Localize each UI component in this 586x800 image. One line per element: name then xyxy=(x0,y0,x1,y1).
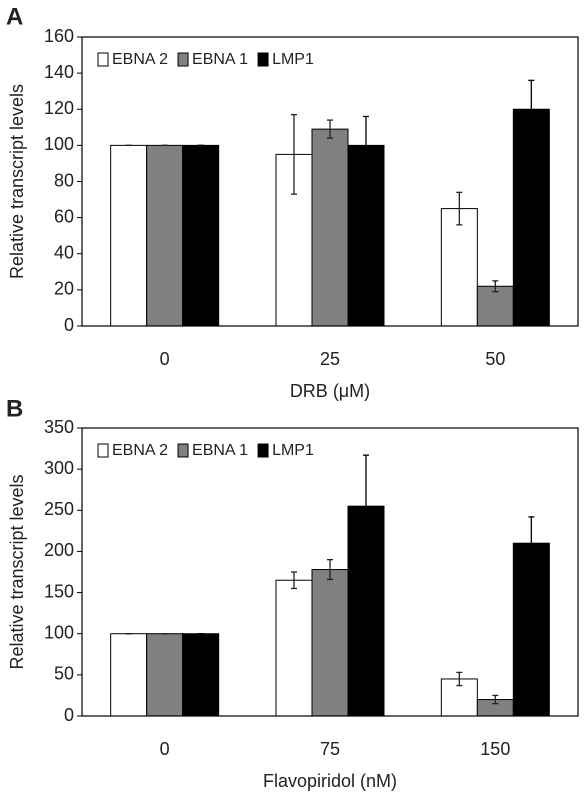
x-tick-label: 75 xyxy=(320,739,340,759)
bar xyxy=(182,633,220,717)
x-tick-label: 25 xyxy=(320,349,340,369)
plot-frame xyxy=(81,427,579,717)
y-axis-label: Relative transcript levels xyxy=(7,474,27,669)
bar xyxy=(440,208,478,327)
legend-label: LMP1 xyxy=(272,442,314,459)
legend-swatch xyxy=(257,443,269,458)
legend-swatch xyxy=(97,443,109,458)
y-tick-label: 150 xyxy=(44,581,74,601)
bar xyxy=(440,678,478,717)
x-tick-label: 150 xyxy=(480,739,510,759)
bar xyxy=(512,108,550,327)
bar xyxy=(275,579,313,717)
y-tick-label: 50 xyxy=(54,664,74,684)
y-tick-label: 250 xyxy=(44,499,74,519)
x-axis-label: Flavopiridol (nM) xyxy=(263,771,397,791)
bar xyxy=(311,128,349,327)
panel-label: A xyxy=(6,3,23,30)
legend-label: EBNA 2 xyxy=(112,442,168,459)
plot-frame xyxy=(81,36,579,327)
y-tick-label: 80 xyxy=(54,170,74,190)
y-tick-label: 350 xyxy=(44,417,74,437)
y-tick-label: 300 xyxy=(44,458,74,478)
y-tick-label: 100 xyxy=(44,134,74,154)
y-tick-label: 140 xyxy=(44,62,74,82)
error-bar xyxy=(327,119,333,139)
error-bar xyxy=(492,280,499,293)
legend-label: EBNA 2 xyxy=(112,51,168,68)
y-tick-label: 100 xyxy=(44,622,74,642)
y-tick-label: 60 xyxy=(54,206,74,226)
legend-swatch xyxy=(177,443,189,458)
legend-label: EBNA 1 xyxy=(192,442,248,459)
y-tick-label: 0 xyxy=(64,705,74,725)
error-bar xyxy=(363,115,369,175)
legend-label: EBNA 1 xyxy=(192,51,248,68)
error-bar xyxy=(492,694,499,705)
bar xyxy=(182,144,220,327)
x-tick-label: 0 xyxy=(160,349,170,369)
error-bar xyxy=(456,671,463,687)
y-tick-label: 0 xyxy=(64,315,74,335)
bar xyxy=(311,569,349,717)
y-tick-label: 160 xyxy=(44,26,74,46)
y-tick-label: 40 xyxy=(54,243,74,263)
y-tick-label: 20 xyxy=(54,279,74,299)
error-bar xyxy=(456,191,463,226)
legend-swatch xyxy=(177,52,189,67)
bar xyxy=(347,144,385,327)
error-bar xyxy=(291,114,297,195)
bar xyxy=(146,144,184,327)
bar xyxy=(110,144,148,327)
error-bar xyxy=(363,454,369,558)
x-tick-label: 50 xyxy=(485,349,505,369)
x-axis-label: DRB (μM) xyxy=(290,381,370,401)
legend-label: LMP1 xyxy=(272,51,314,68)
legend-swatch xyxy=(257,52,269,67)
error-bar xyxy=(291,571,297,590)
x-tick-label: 0 xyxy=(160,739,170,759)
bar xyxy=(476,285,514,327)
bar xyxy=(110,633,148,717)
panel-label: B xyxy=(6,395,23,422)
error-bar xyxy=(528,516,535,571)
y-axis-label: Relative transcript levels xyxy=(7,84,27,279)
bar xyxy=(146,633,184,717)
y-tick-label: 120 xyxy=(44,98,74,118)
legend-swatch xyxy=(97,52,109,67)
error-bar xyxy=(327,559,333,581)
error-bar xyxy=(528,79,535,139)
y-tick-label: 200 xyxy=(44,540,74,560)
